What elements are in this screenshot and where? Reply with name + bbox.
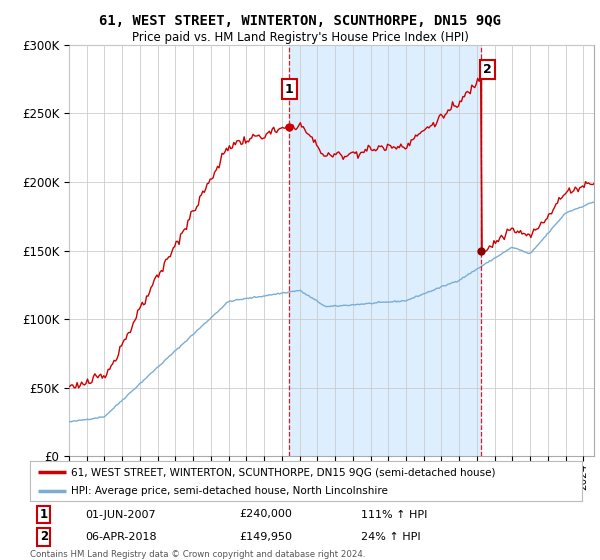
Text: 1: 1 xyxy=(40,508,48,521)
Text: Contains HM Land Registry data © Crown copyright and database right 2024.
This d: Contains HM Land Registry data © Crown c… xyxy=(30,550,365,560)
Bar xyxy=(289,45,481,456)
Text: £240,000: £240,000 xyxy=(240,510,293,520)
Text: HPI: Average price, semi-detached house, North Lincolnshire: HPI: Average price, semi-detached house,… xyxy=(71,486,388,496)
Text: 24% ↑ HPI: 24% ↑ HPI xyxy=(361,532,421,542)
Text: 06-APR-2018: 06-APR-2018 xyxy=(85,532,157,542)
Text: 1: 1 xyxy=(285,82,293,96)
Text: Price paid vs. HM Land Registry's House Price Index (HPI): Price paid vs. HM Land Registry's House … xyxy=(131,31,469,44)
Text: 2: 2 xyxy=(483,63,492,76)
Text: 2: 2 xyxy=(40,530,48,543)
Text: 01-JUN-2007: 01-JUN-2007 xyxy=(85,510,156,520)
Text: 61, WEST STREET, WINTERTON, SCUNTHORPE, DN15 9QG: 61, WEST STREET, WINTERTON, SCUNTHORPE, … xyxy=(99,14,501,28)
Text: 111% ↑ HPI: 111% ↑ HPI xyxy=(361,510,428,520)
Text: 61, WEST STREET, WINTERTON, SCUNTHORPE, DN15 9QG (semi-detached house): 61, WEST STREET, WINTERTON, SCUNTHORPE, … xyxy=(71,467,496,477)
Text: £149,950: £149,950 xyxy=(240,532,293,542)
